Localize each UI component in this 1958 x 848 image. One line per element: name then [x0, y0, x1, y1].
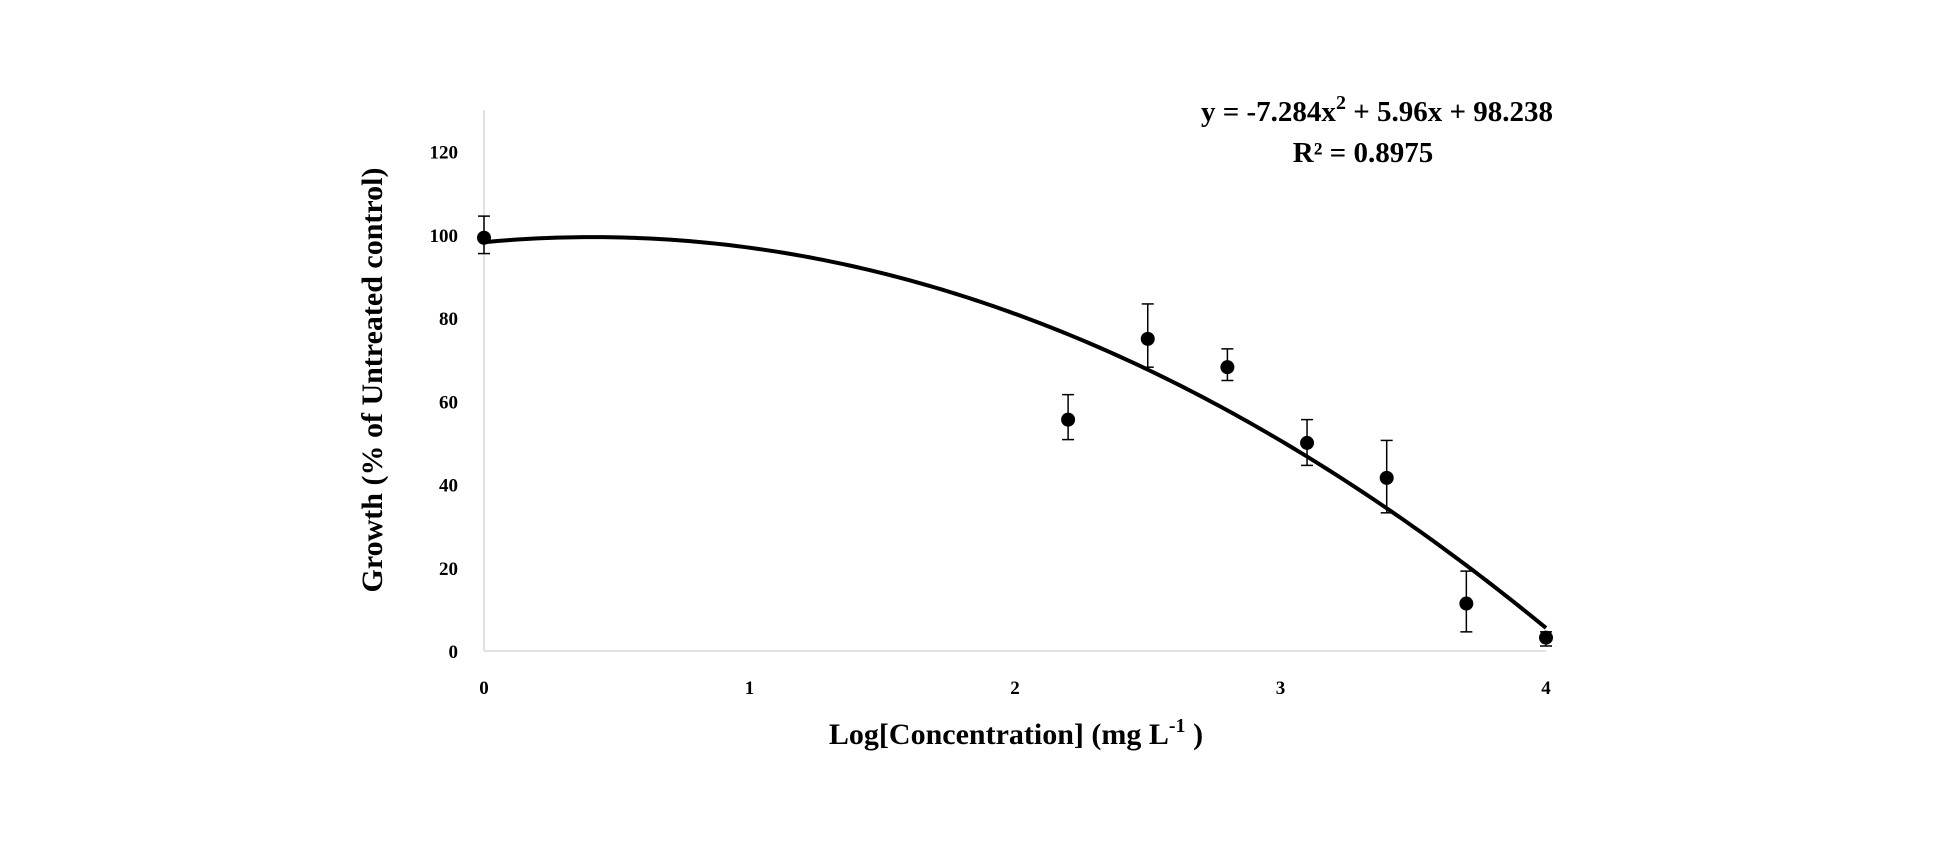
- trendline: [483, 235, 1548, 630]
- error-bars: [478, 215, 1552, 647]
- y-tick-labels: 0 20 40 60 80 100 120: [430, 143, 459, 663]
- data-point: [477, 230, 491, 245]
- data-point: [1459, 596, 1474, 611]
- trend-equation-rest: + 5.96x + 98.238: [1346, 96, 1553, 128]
- data-point: [1220, 360, 1235, 375]
- data-points: [477, 230, 1553, 645]
- data-point: [1379, 470, 1394, 485]
- r-squared: R² = 0.8975: [1293, 137, 1433, 169]
- data-point: [1300, 435, 1315, 450]
- plot-area: [483, 110, 1546, 652]
- y-tick-label: 40: [439, 476, 458, 497]
- x-tick-label: 2: [1010, 678, 1020, 699]
- y-axis-title: Growth (% of Untreated control): [356, 168, 389, 593]
- x-tick-label: 4: [1541, 678, 1551, 699]
- x-axis-title: Log[Concentration] (mg L-1 ): [829, 715, 1203, 751]
- trend-equation-exponent: 2: [1336, 92, 1346, 114]
- x-tick-label: 1: [745, 678, 755, 699]
- data-point: [1061, 412, 1076, 427]
- x-axis-title-suffix: ): [1186, 718, 1204, 751]
- y-tick-label: 60: [439, 392, 458, 413]
- x-tick-labels: 0 1 2 3 4: [479, 678, 1551, 699]
- trend-equation: y = -7.284x2 + 5.96x + 98.238: [1201, 92, 1553, 128]
- y-tick-label: 100: [430, 226, 459, 247]
- y-tick-label: 20: [439, 559, 458, 580]
- y-tick-label: 80: [439, 309, 458, 330]
- x-tick-label: 0: [479, 678, 489, 699]
- data-point: [1539, 630, 1553, 645]
- y-tick-label: 0: [449, 642, 459, 663]
- data-point: [1140, 331, 1155, 346]
- x-tick-label: 3: [1276, 678, 1286, 699]
- x-axis-title-superscript: -1: [1169, 715, 1186, 737]
- y-tick-label: 120: [430, 143, 459, 164]
